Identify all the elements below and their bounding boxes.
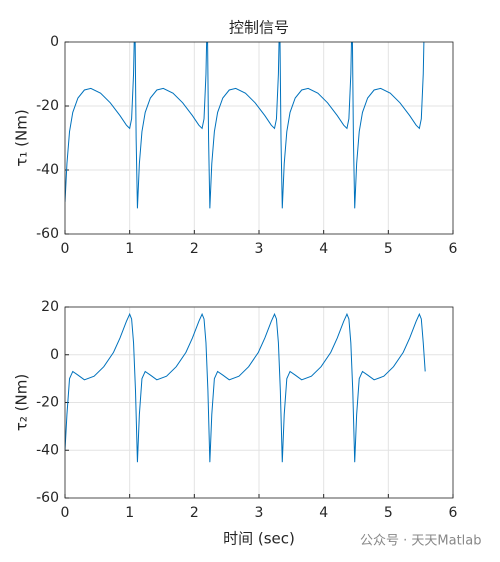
x-tick-label: 1 (125, 241, 134, 257)
x-tick-label: 5 (384, 505, 393, 521)
axes-box (64, 41, 454, 235)
x-tick-label: 0 (61, 241, 70, 257)
x-tick-label: 6 (449, 241, 458, 257)
y-tick-label: 20 (41, 299, 59, 315)
line (65, 312, 426, 463)
y-tick-label: -20 (36, 395, 59, 411)
watermark: 公众号 · 天天Matlab (360, 534, 482, 549)
axes-box (64, 306, 454, 499)
y-tick-label: 0 (50, 34, 59, 50)
chart-title: 控制信号 (229, 19, 289, 37)
x-tick-label: 6 (449, 505, 458, 521)
y-tick-label: -60 (36, 226, 59, 242)
x-axis-label: 时间 (sec) (223, 530, 295, 548)
line (65, 42, 425, 209)
y-tick-label: -60 (36, 490, 59, 506)
x-tick-label: 1 (125, 505, 134, 521)
x-tick-label: 2 (190, 241, 199, 257)
x-tick-label: 3 (255, 505, 264, 521)
y-tick-label: -20 (36, 98, 59, 114)
x-tick-label: 4 (319, 505, 328, 521)
x-tick-label: 4 (319, 241, 328, 257)
x-tick-label: 0 (61, 505, 70, 521)
x-tick-label: 5 (384, 241, 393, 257)
y-tick-label: -40 (36, 162, 59, 178)
y-axis-label: τ₂ (Nm) (13, 374, 31, 431)
y-axis-label: τ₁ (Nm) (13, 109, 31, 166)
x-tick-label: 3 (255, 241, 264, 257)
y-tick-label: -40 (36, 442, 59, 458)
y-tick-label: 0 (50, 347, 59, 363)
x-tick-label: 2 (190, 505, 199, 521)
